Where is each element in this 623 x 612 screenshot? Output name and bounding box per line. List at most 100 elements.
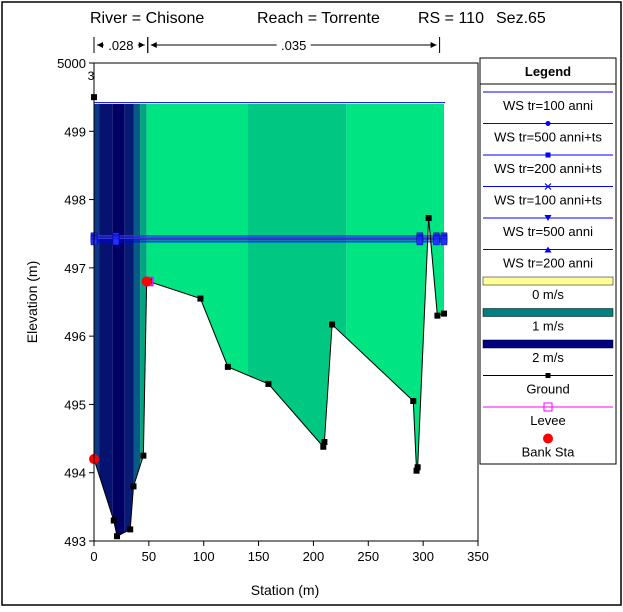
- legend-swatch-6: [482, 276, 614, 286]
- y-tick-label-1: 494: [64, 466, 86, 481]
- velocity-band-1: [99, 103, 113, 537]
- ws-marker-4-2: [416, 238, 424, 246]
- x-tick-label-7: 350: [467, 549, 489, 564]
- legend-marker-10: [543, 402, 553, 412]
- legend-label-1: WS tr=500 anni+ts: [494, 130, 602, 145]
- legend-item-11: Bank Sta: [522, 433, 576, 460]
- ground-point-20: [440, 310, 447, 317]
- legend-label-4: WS tr=500 anni: [503, 224, 593, 239]
- legend-label-7: 1 m/s: [532, 319, 564, 334]
- manning-label-0: .028: [108, 38, 133, 53]
- bank-station-1: [141, 276, 152, 287]
- velocity-band-3: [124, 103, 134, 537]
- legend: Legend WS tr=100 anni WS tr=500 anni+ts WS …: [479, 57, 617, 465]
- plot-area-border: [93, 62, 479, 542]
- manning-arrow-right-0: [138, 42, 145, 48]
- legend-label-8: 2 m/s: [532, 350, 564, 365]
- axes: 0 50 100 150 200 250 300 350 493 494 495 496 497 498 4…: [57, 56, 489, 564]
- ground-line: [91, 94, 447, 540]
- legend-item-3: WS tr=100 anni+ts: [483, 183, 613, 208]
- manning-arrow-left-1: [150, 42, 157, 48]
- legend-label-11: Bank Sta: [522, 445, 576, 460]
- legend-marker-1: [545, 121, 551, 126]
- x-tick-label-1: 50: [142, 549, 156, 564]
- x-axis-label: Station (m): [251, 582, 319, 598]
- velocity-band-0: [94, 103, 100, 537]
- x-tick-label-2: 100: [193, 549, 215, 564]
- x-tick-label-6: 300: [412, 549, 434, 564]
- legend-marker-5: [544, 246, 552, 253]
- legend-item-8: 2 m/s: [482, 339, 614, 365]
- legend-item-10: Levee: [483, 402, 613, 428]
- legend-item-2: WS tr=200 anni+ts: [483, 152, 613, 176]
- ground-point-9: [197, 295, 204, 302]
- manning-arrow-right-1: [430, 42, 437, 48]
- manning-n-annotations: .028 .035: [93, 37, 441, 53]
- legend-item-9: Ground: [483, 373, 613, 397]
- title-section: Sez.65: [496, 10, 546, 27]
- x-tick-label-3: 150: [248, 549, 270, 564]
- title-reach: Reach = Torrente: [257, 10, 380, 27]
- ground-point-6: [140, 452, 147, 459]
- y-tick-label-5: 498: [64, 193, 86, 208]
- ground-point-11: [265, 380, 272, 387]
- x-tick-label-5: 250: [357, 549, 379, 564]
- y-tick-label-6: 499: [64, 124, 86, 139]
- ground-point-4: [127, 526, 134, 533]
- legend-marker-3: [544, 183, 552, 190]
- legend-label-3: WS tr=100 anni+ts: [494, 193, 602, 208]
- ground-point-12: [320, 443, 327, 450]
- ground-point-19: [434, 312, 441, 319]
- velocity-band-5: [140, 103, 147, 537]
- legend-item-4: WS tr=500 anni: [483, 215, 613, 239]
- legend-item-5: WS tr=200 anni: [483, 246, 613, 271]
- legend-label-0: WS tr=100 anni: [503, 98, 593, 113]
- ws-marker-4-4: [440, 238, 448, 246]
- legend-label-5: WS tr=200 anni: [503, 256, 593, 271]
- y-tick-label-0: 493: [64, 534, 86, 549]
- manning-label-bg-0: [103, 37, 138, 53]
- ground-point-16: [413, 467, 420, 474]
- legend-item-7: 1 m/s: [482, 308, 614, 334]
- ground-point-17: [414, 464, 421, 471]
- y-tick-label-2: 495: [64, 397, 86, 412]
- manning-arrow-left-0: [97, 42, 103, 48]
- x-tick-label-0: 0: [90, 549, 97, 564]
- ws-marker-4-1: [112, 238, 120, 246]
- y-tick-label-3: 496: [64, 329, 86, 344]
- legend-item-1: WS tr=500 anni+ts: [483, 121, 613, 145]
- legend-item-6: 0 m/s: [482, 276, 614, 302]
- ground-point-2: [110, 517, 117, 524]
- ground-point-18: [425, 215, 432, 222]
- ground-point-10: [224, 363, 231, 370]
- x-tick-label-4: 200: [303, 549, 325, 564]
- manning-label-bg-1: [276, 37, 311, 53]
- ws-marker-4-3: [433, 238, 440, 246]
- extra-tick-label: 3: [88, 69, 95, 83]
- legend-swatch-8: [482, 339, 614, 349]
- legend-label-10: Levee: [530, 413, 565, 428]
- ground-point-3: [114, 533, 121, 540]
- legend-title: Legend: [525, 64, 571, 79]
- manning-label-1: .035: [281, 38, 306, 53]
- legend-label-6: 0 m/s: [532, 287, 564, 302]
- legend-item-0: WS tr=100 anni: [483, 91, 613, 113]
- title-river: River = Chisone: [90, 10, 204, 27]
- legend-swatch-7: [482, 308, 614, 317]
- y-tick-label-7: 5000: [57, 56, 86, 71]
- legend-marker-9: [545, 373, 551, 378]
- legend-marker-11: [543, 433, 553, 444]
- legend-marker-4: [544, 215, 552, 221]
- ground-point-13: [321, 438, 328, 445]
- y-axis-label: Elevation (m): [24, 261, 40, 343]
- title-rs: RS = 110: [418, 10, 484, 27]
- ground-point-14: [329, 321, 336, 328]
- velocity-band-4: [133, 103, 141, 537]
- y-tick-label-4: 497: [64, 261, 86, 276]
- legend-label-2: WS tr=200 anni+ts: [494, 161, 602, 176]
- ground-point-5: [130, 483, 137, 490]
- ground-point-15: [410, 398, 417, 405]
- legend-marker-2: [545, 152, 551, 158]
